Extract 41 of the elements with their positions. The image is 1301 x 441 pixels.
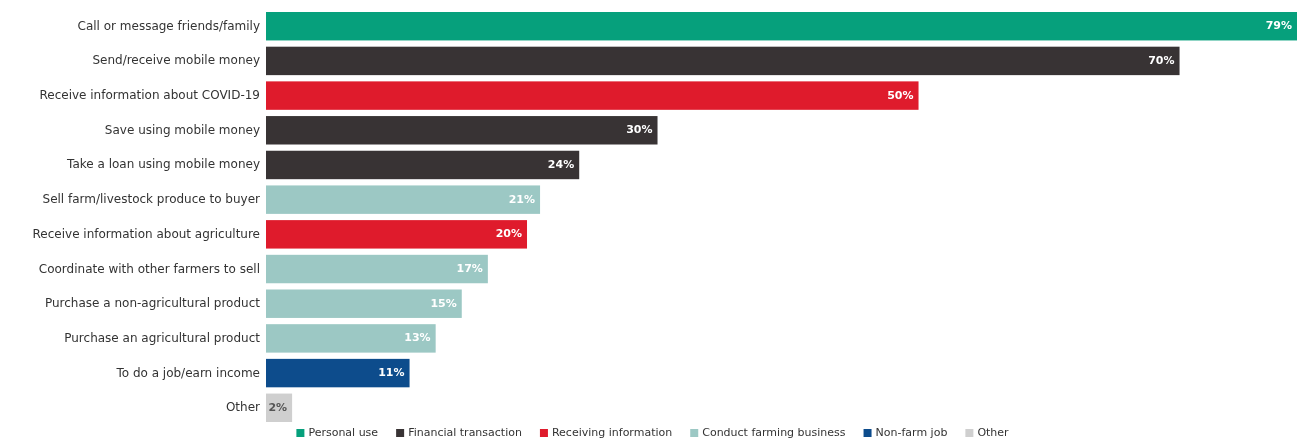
- data-label: 24%: [547, 157, 575, 171]
- data-label: 17%: [456, 262, 483, 276]
- y-tick-label: Save using mobile money: [104, 122, 260, 137]
- y-tick-label: Purchase an agricultural product: [64, 330, 261, 345]
- data-label: 11%: [378, 366, 405, 380]
- y-tick-label: Call or message friends/family: [77, 18, 260, 33]
- bar: [266, 358, 410, 388]
- data-label: 21%: [508, 192, 536, 206]
- data-label: 2%: [268, 400, 288, 414]
- y-tick-label: Sell farm/livestock produce to buyer: [42, 192, 261, 207]
- bar: [266, 254, 488, 284]
- data-label: 20%: [495, 227, 523, 241]
- y-tick-label: Take a loan using mobile money: [66, 157, 260, 172]
- y-tick-label: Receive information about agriculture: [32, 226, 260, 241]
- bar: [266, 116, 658, 145]
- bar: [266, 289, 462, 318]
- y-tick-label: To do a job/earn income: [115, 365, 260, 380]
- bar: [266, 220, 528, 249]
- y-tick-label: Purchase a non-agricultural product: [44, 296, 261, 311]
- data-label: 70%: [1148, 53, 1175, 67]
- y-tick-label: Receive information about COVID-19: [39, 88, 260, 103]
- bar: [266, 185, 541, 214]
- data-label: 79%: [1265, 19, 1292, 33]
- bar: [266, 324, 436, 353]
- bar: [266, 150, 580, 180]
- legend-label: Receiving information: [551, 426, 673, 439]
- legend-label: Non-farm job: [875, 426, 948, 439]
- data-label: 15%: [430, 296, 457, 310]
- bar: [266, 12, 1297, 41]
- legend-label: Conduct farming business: [702, 426, 846, 439]
- y-tick-label: Coordinate with other farmers to sell: [38, 261, 260, 276]
- bar: [266, 46, 1180, 76]
- legend-label: Financial transaction: [408, 426, 522, 439]
- data-label: 30%: [626, 123, 653, 137]
- data-label: 13%: [404, 331, 431, 345]
- data-label: 50%: [887, 88, 914, 102]
- legend-label: Personal use: [308, 426, 379, 439]
- legend-label: Other: [977, 426, 1010, 439]
- y-tick-label: Other: [225, 400, 261, 415]
- bar: [266, 81, 919, 110]
- y-tick-label: Send/receive mobile money: [92, 53, 260, 68]
